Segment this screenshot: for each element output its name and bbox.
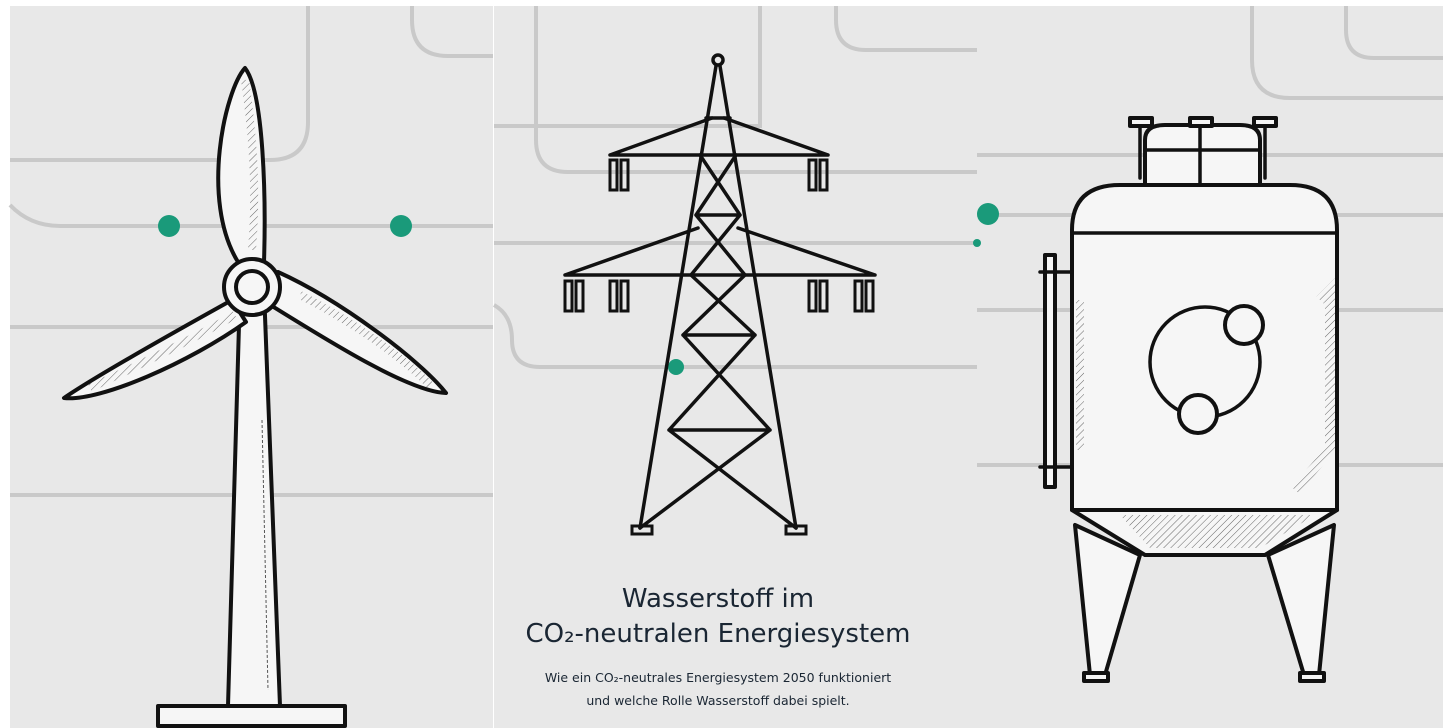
power-pylon: [563, 53, 877, 536]
green-dots: [158, 203, 999, 375]
wind-turbine: [62, 66, 448, 728]
title: CO₂-neutralen Energiesystem: [525, 619, 910, 649]
subtitle: und welche Rolle Wasserstoff dabei spiel…: [586, 693, 849, 708]
title: Wasserstoff im: [622, 584, 814, 614]
hydrogen-tank: [1038, 116, 1339, 683]
subtitle: Wie ein CO₂-neutrales Energiesystem 2050…: [545, 670, 891, 685]
